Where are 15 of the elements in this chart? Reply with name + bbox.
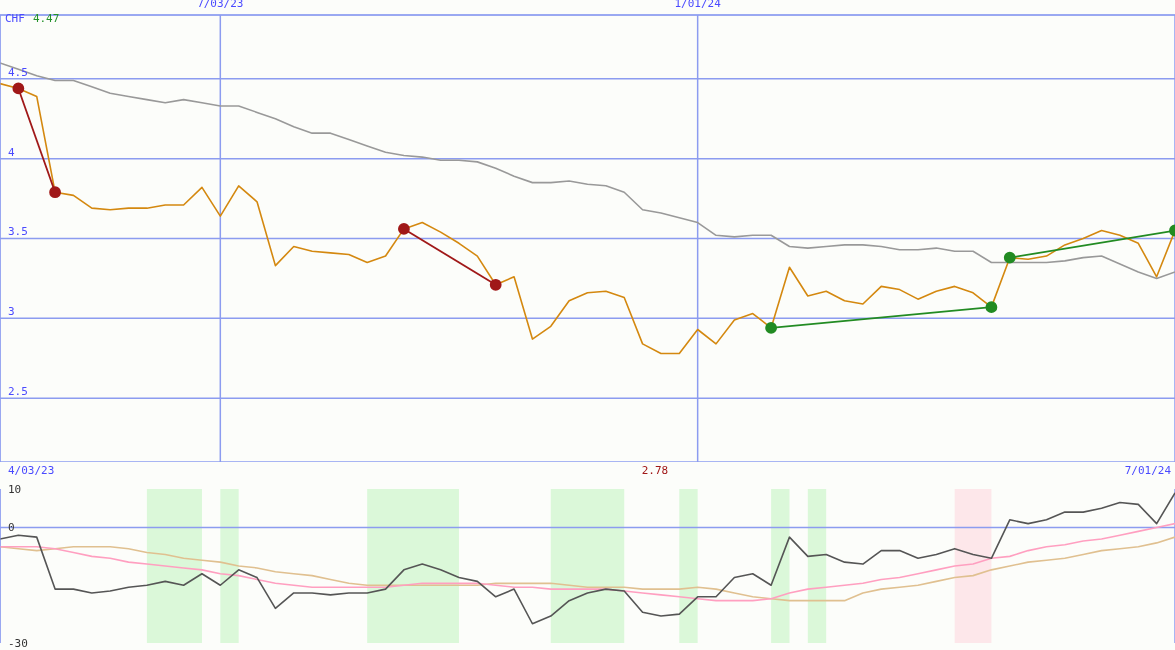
- line-series: [0, 492, 1175, 625]
- y-tick-label: 4: [8, 145, 15, 159]
- y-tick-label: 0: [8, 521, 15, 535]
- line-series: [0, 522, 1175, 602]
- y-axis-title: CHF: [5, 12, 25, 25]
- y-tick-label: 4.5: [8, 65, 28, 79]
- text: 7/01/24: [1124, 464, 1171, 477]
- text: 2.78: [641, 464, 669, 477]
- y-tick-label: 10: [8, 482, 22, 496]
- text: 4/03/23: [8, 464, 55, 477]
- y-tick-label: 3.5: [8, 225, 28, 239]
- annotation: 4.47: [32, 12, 60, 25]
- y-tick-label: -30: [8, 636, 28, 650]
- y-tick-label: 2.5: [8, 384, 28, 398]
- y-tick-label: 3: [8, 305, 15, 319]
